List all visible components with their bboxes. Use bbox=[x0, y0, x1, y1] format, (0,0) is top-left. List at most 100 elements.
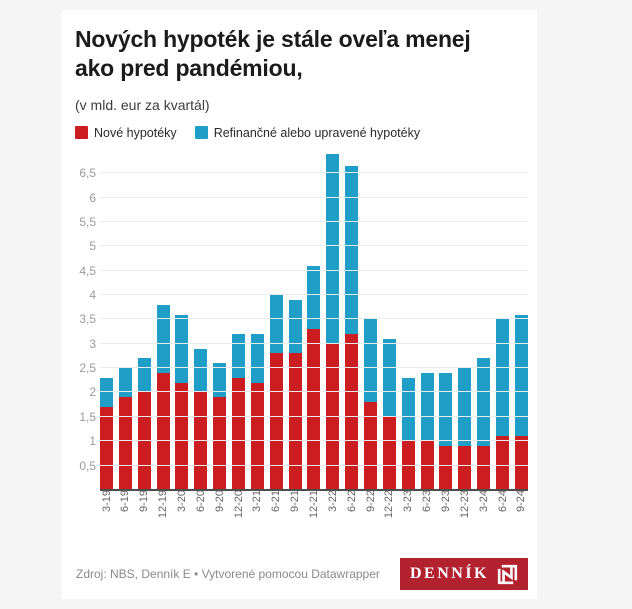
bar-9-20 bbox=[213, 363, 227, 490]
x-tick-9-21: 9-21 bbox=[289, 490, 302, 534]
gridline bbox=[100, 367, 528, 369]
bar-3-21 bbox=[250, 334, 264, 490]
gridline bbox=[100, 318, 528, 320]
blue-swatch-icon bbox=[194, 126, 208, 140]
plot-area: 0,5 1 1,5 2 2,5 3 3,5 4 4,5 5 5,5 6 6,5 bbox=[79, 149, 528, 491]
bar-6-20 bbox=[194, 348, 208, 490]
x-tick-label: 9-22 bbox=[364, 489, 377, 512]
bar-segment-refinanced bbox=[137, 358, 151, 393]
gridline bbox=[100, 415, 528, 417]
bar-segment-refinanced bbox=[420, 372, 434, 442]
x-tick-label: 9-19 bbox=[138, 489, 151, 512]
source-note: Zdroj: NBS, Denník E • Vytvorené pomocou… bbox=[76, 567, 380, 581]
chart-card: Nových hypoték je stále oveľa menej ako p… bbox=[62, 10, 537, 599]
x-tick-label: 9-23 bbox=[439, 489, 452, 512]
bar-segment-refinanced bbox=[458, 368, 472, 447]
gridline bbox=[100, 294, 528, 296]
legend-label: Nové hypotéky bbox=[94, 125, 177, 140]
x-tick-3-20: 3-20 bbox=[175, 490, 188, 534]
bar-segment-new bbox=[307, 329, 321, 490]
x-tick-label: 3-22 bbox=[326, 489, 339, 512]
x-tick-9-20: 9-20 bbox=[213, 490, 226, 534]
bar-segment-new bbox=[496, 436, 510, 490]
bar-segment-new bbox=[269, 353, 283, 490]
bar-9-24 bbox=[514, 314, 528, 490]
bar-3-19 bbox=[100, 377, 113, 490]
bar-segment-new bbox=[100, 407, 113, 490]
x-tick-label: 12-20 bbox=[232, 489, 245, 519]
bar-3-20 bbox=[175, 314, 189, 490]
x-tick-label: 6-20 bbox=[194, 489, 207, 512]
x-tick-label: 3-24 bbox=[477, 489, 490, 512]
x-tick-9-23: 9-23 bbox=[439, 490, 452, 534]
brand-logo-text: DENNÍK bbox=[409, 564, 489, 582]
gridline bbox=[100, 196, 528, 198]
x-tick-12-22: 12-22 bbox=[383, 490, 396, 534]
gridline bbox=[100, 220, 528, 222]
x-tick-label: 12-23 bbox=[458, 489, 471, 519]
x-tick-label: 12-22 bbox=[383, 489, 396, 519]
bar-segment-new bbox=[458, 446, 472, 490]
bar-segment-new bbox=[175, 382, 189, 490]
x-tick-label: 6-19 bbox=[119, 489, 132, 512]
bar-segment-refinanced bbox=[382, 338, 396, 417]
bar-segment-new bbox=[439, 446, 453, 490]
bar-segment-refinanced bbox=[175, 314, 189, 383]
y-tick-label: 4 bbox=[89, 288, 96, 303]
x-tick-3-23: 3-23 bbox=[402, 490, 415, 534]
gridline bbox=[100, 342, 528, 344]
bar-6-24 bbox=[496, 319, 510, 490]
bar-segment-refinanced bbox=[514, 314, 528, 437]
bar-segment-refinanced bbox=[288, 299, 302, 354]
y-tick-label: 3,5 bbox=[79, 312, 96, 327]
bar-segment-new bbox=[118, 397, 132, 490]
bar-segment-new bbox=[477, 446, 491, 490]
stacked-bar-chart: 0,5 1 1,5 2 2,5 3 3,5 4 4,5 5 5,5 6 6,5 3-19 6-19 9-19… bbox=[75, 149, 528, 534]
x-tick-label: 9-21 bbox=[289, 489, 302, 512]
x-tick-6-23: 6-23 bbox=[421, 490, 434, 534]
y-tick-label: 6,5 bbox=[79, 166, 96, 181]
bar-segment-new bbox=[364, 402, 378, 490]
x-tick-6-19: 6-19 bbox=[119, 490, 132, 534]
x-tick-9-22: 9-22 bbox=[364, 490, 377, 534]
x-tick-12-20: 12-20 bbox=[232, 490, 245, 534]
x-tick-3-24: 3-24 bbox=[477, 490, 490, 534]
x-tick-6-20: 6-20 bbox=[194, 490, 207, 534]
bar-segment-new bbox=[288, 353, 302, 490]
bar-segment-refinanced bbox=[401, 377, 415, 442]
bar-12-23 bbox=[458, 368, 472, 490]
x-tick-label: 12-19 bbox=[157, 489, 170, 519]
bar-12-21 bbox=[307, 265, 321, 490]
legend-item: Nové hypotéky bbox=[75, 126, 177, 140]
title-line-2: ako pred pandémiou, bbox=[75, 55, 303, 82]
bar-segment-new bbox=[156, 372, 170, 490]
x-tick-3-21: 3-21 bbox=[251, 490, 264, 534]
bar-segment-refinanced bbox=[213, 363, 227, 398]
bar-segment-refinanced bbox=[232, 334, 246, 378]
dennik-n-icon bbox=[497, 564, 518, 584]
x-tick-9-19: 9-19 bbox=[138, 490, 151, 534]
x-tick-label: 3-19 bbox=[100, 489, 113, 512]
y-tick-label: 5,5 bbox=[79, 214, 96, 229]
bar-segment-new bbox=[345, 334, 359, 490]
bar-segment-new bbox=[250, 382, 264, 490]
y-tick-label: 4,5 bbox=[79, 263, 96, 278]
legend-label: Refinančné alebo upravené hypotéky bbox=[213, 125, 421, 140]
y-tick-label: 5 bbox=[89, 239, 96, 254]
x-tick-12-21: 12-21 bbox=[307, 490, 320, 534]
gridline bbox=[100, 391, 528, 393]
bar-segment-refinanced bbox=[194, 348, 208, 393]
bar-segment-new bbox=[213, 397, 227, 490]
bar-3-24 bbox=[477, 358, 491, 490]
x-tick-12-23: 12-23 bbox=[458, 490, 471, 534]
bar-9-22 bbox=[364, 319, 378, 490]
page-title: Nových hypoték je stále oveľa menej ako p… bbox=[75, 25, 528, 84]
gridline bbox=[100, 440, 528, 442]
bar-6-22 bbox=[345, 165, 359, 490]
bar-6-19 bbox=[118, 368, 132, 490]
bar-segment-refinanced bbox=[439, 372, 453, 447]
bar-9-21 bbox=[288, 299, 302, 490]
bar-segment-refinanced bbox=[307, 265, 321, 330]
bar-segment-refinanced bbox=[250, 334, 264, 383]
chart-footer: Zdroj: NBS, Denník E • Vytvorené pomocou… bbox=[76, 558, 528, 590]
